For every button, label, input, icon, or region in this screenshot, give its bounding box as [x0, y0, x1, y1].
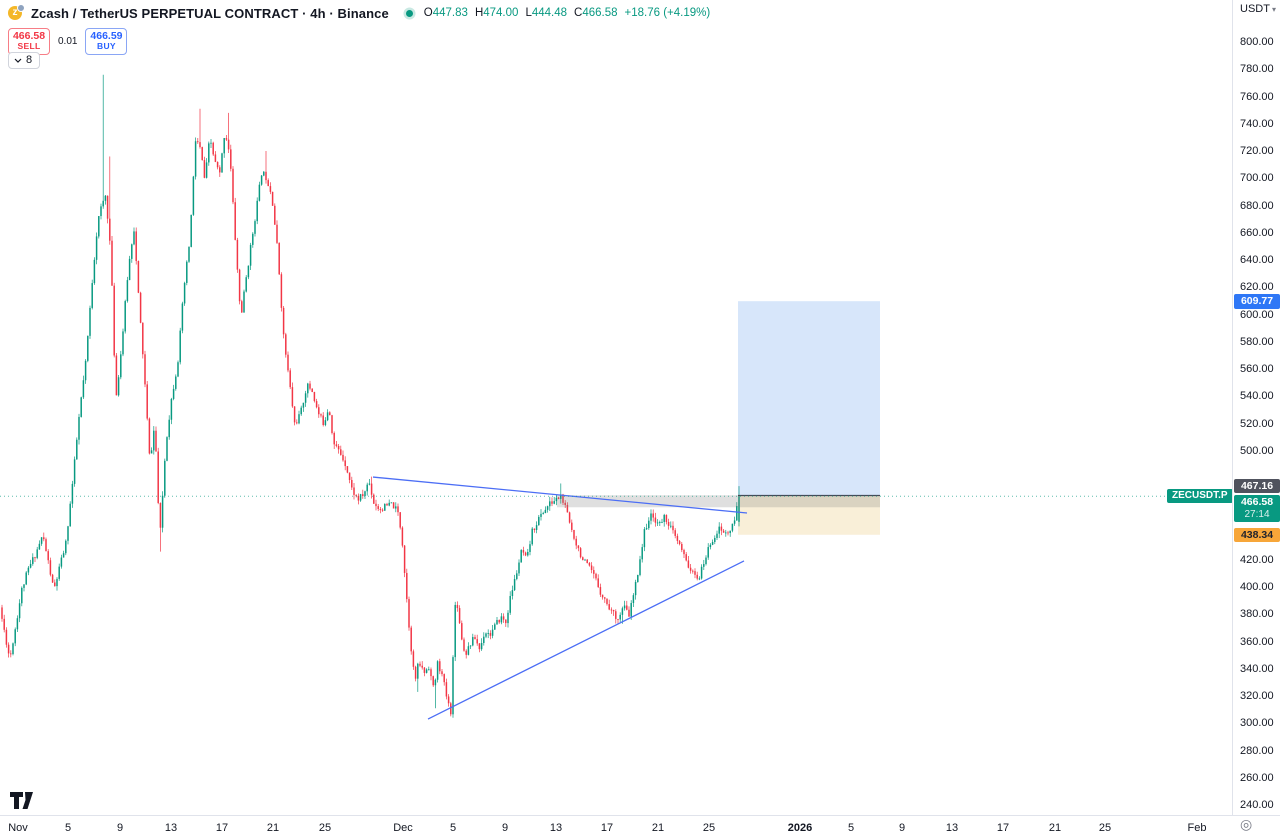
currency-label: USDT: [1240, 3, 1270, 15]
tradingview-logo[interactable]: [10, 792, 34, 809]
price-tick: 360.00: [1240, 635, 1274, 648]
price-tick: 320.00: [1240, 690, 1274, 702]
price-tick: 300.00: [1240, 717, 1274, 730]
target-price-label[interactable]: 609.77: [1234, 293, 1280, 309]
price-tick: 680.00: [1240, 199, 1274, 212]
price-tick: 660.00: [1240, 226, 1274, 239]
time-tick: 21: [651, 822, 665, 834]
price-tick: 560.00: [1240, 363, 1274, 375]
price-tick: 500.00: [1240, 444, 1274, 457]
time-tick: 25: [318, 822, 332, 834]
price-tick: 260.00: [1240, 771, 1274, 784]
stop-price-label[interactable]: 438.34: [1234, 527, 1280, 542]
time-tick: 17: [215, 822, 229, 834]
time-tick: Nov: [8, 822, 28, 834]
price-tick: 700.00: [1240, 172, 1274, 185]
time-tick: 9: [898, 822, 906, 834]
spread-value: 0.01: [58, 35, 78, 47]
interval-label: 4h: [310, 5, 326, 21]
caret-down-icon: ▾: [1271, 4, 1276, 14]
symbol-price-tag: ZECUSDT.P: [1167, 489, 1233, 504]
descending-resistance: [372, 476, 748, 514]
price-tick: 280.00: [1240, 744, 1274, 757]
time-tick: 13: [549, 822, 563, 834]
time-tick: 2026: [787, 822, 813, 834]
time-tick: 13: [945, 822, 959, 834]
time-tick: 5: [847, 822, 855, 834]
trade-buttons: 466.58 SELL 0.01 466.59 BUY: [8, 28, 128, 55]
time-tick: Feb: [1187, 822, 1207, 834]
time-axis[interactable]: Nov 5 9 13 17 21 25 Dec 5 9 13 17 21 25 2026 5 9 13 17 21 25…: [0, 815, 1280, 839]
price-axis[interactable]: USDT ▾ 800.00 780.00 760.00 740.00 720.00 700…: [1232, 0, 1280, 815]
ascending-support: [427, 560, 745, 720]
chevron-down-icon: [14, 58, 22, 63]
last-price-label[interactable]: 466.58 27:14: [1234, 494, 1280, 522]
market-status-icon[interactable]: [405, 9, 413, 17]
currency-selector[interactable]: USDT ▾: [1233, 3, 1280, 15]
time-tick: Dec: [393, 822, 413, 834]
buy-button[interactable]: 466.59 BUY: [85, 28, 128, 55]
price-tick: 240.00: [1240, 799, 1274, 811]
scale-settings-icon[interactable]: ◎: [1240, 816, 1253, 832]
bar-countdown: 27:14: [1244, 508, 1270, 520]
exchange-label: Binance: [337, 5, 389, 21]
price-tick: 520.00: [1240, 417, 1274, 430]
time-tick: 9: [116, 822, 124, 834]
price-tick: 340.00: [1240, 662, 1274, 675]
price-tick: 640.00: [1240, 254, 1274, 266]
price-tick: 780.00: [1240, 63, 1274, 76]
time-tick: 17: [996, 822, 1010, 834]
time-tick: 25: [702, 822, 716, 834]
time-tick: 5: [449, 822, 457, 834]
price-tick: 620.00: [1240, 281, 1274, 294]
candlestick-chart[interactable]: [0, 0, 1232, 815]
price-tick: 380.00: [1240, 608, 1274, 621]
price-tick: 540.00: [1240, 390, 1274, 403]
price-tick: 600.00: [1240, 308, 1274, 321]
time-tick: 17: [600, 822, 614, 834]
change-readout: +18.76 (+4.19%): [624, 7, 711, 19]
entry-price-label[interactable]: 467.16: [1234, 479, 1280, 494]
price-tick: 580.00: [1240, 335, 1274, 348]
time-tick: 25: [1098, 822, 1112, 834]
symbol-title[interactable]: Zcash / TetherUS PERPETUAL CONTRACT · 4h…: [31, 5, 389, 21]
time-tick: 5: [64, 822, 72, 834]
price-tick: 800.00: [1240, 36, 1274, 48]
chart-legend: z Zcash / TetherUS PERPETUAL CONTRACT · …: [8, 4, 710, 22]
price-tick: 760.00: [1240, 90, 1274, 103]
ohlc-readout: O447.83 H474.00 L444.48 C466.58 +18.76 (…: [423, 7, 711, 19]
candles-count-dropdown[interactable]: 8: [8, 52, 41, 69]
time-tick: 13: [164, 822, 178, 834]
chart-canvas[interactable]: ZECUSDT.P: [0, 0, 1233, 815]
zcash-coin-icon: z: [8, 4, 25, 21]
price-tick: 400.00: [1240, 581, 1274, 593]
price-tick: 420.00: [1240, 553, 1274, 566]
price-tick: 740.00: [1240, 117, 1274, 130]
time-tick: 21: [266, 822, 280, 834]
time-tick: 9: [501, 822, 509, 834]
time-tick: 21: [1048, 822, 1062, 834]
price-tick: 720.00: [1240, 145, 1274, 157]
sell-button[interactable]: 466.58 SELL: [8, 28, 50, 55]
